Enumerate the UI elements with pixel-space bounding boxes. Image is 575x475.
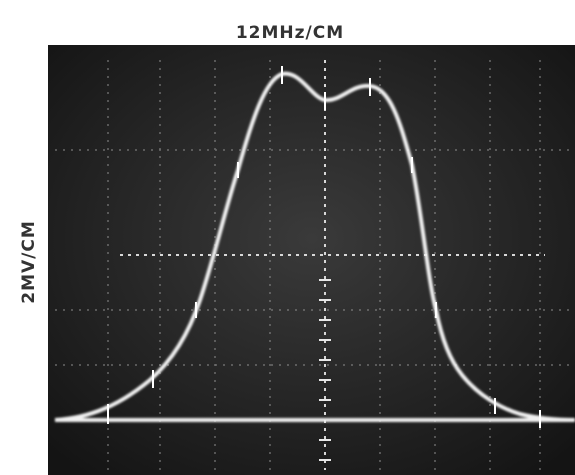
scope-photo: 12MHz/CM 2MV/CM (0, 0, 575, 475)
horizontal-scale-label: 12MHz/CM (236, 23, 344, 43)
vertical-scale-label: 2MV/CM (19, 220, 39, 304)
